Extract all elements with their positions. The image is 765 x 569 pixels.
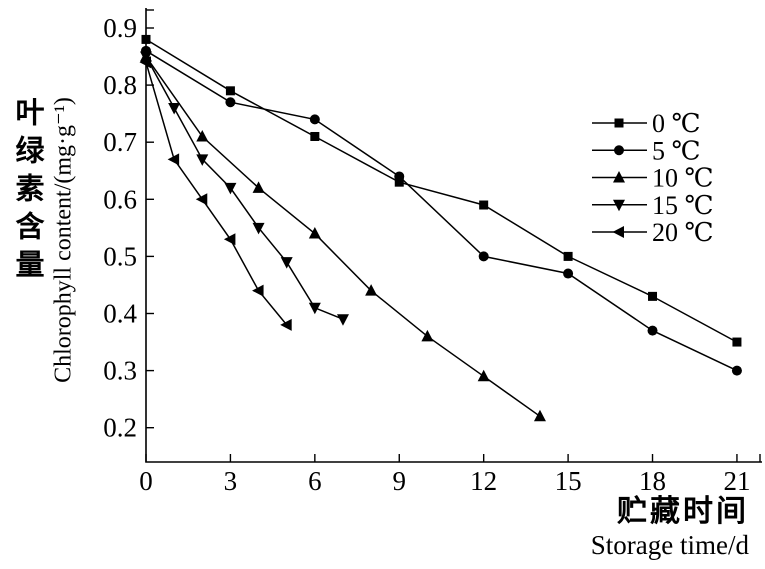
- legend-marker-15c: [613, 199, 625, 212]
- y-tick-label: 0.9: [103, 13, 137, 43]
- x-tick-label: 0: [139, 466, 153, 496]
- y-tick-label: 0.4: [103, 299, 137, 329]
- legend-marker-10c: [613, 171, 625, 183]
- data-point-10c: [308, 227, 321, 239]
- data-point-15c: [252, 222, 265, 235]
- data-point-0c: [648, 291, 658, 301]
- data-point-0c: [394, 177, 404, 187]
- series-line-10c: [145, 56, 541, 417]
- data-point-15c: [168, 102, 181, 115]
- data-point-20c: [223, 233, 236, 246]
- data-point-5c: [731, 365, 742, 376]
- data-point-15c: [336, 314, 349, 326]
- data-point-10c: [477, 369, 490, 382]
- x-axis-title-chinese: 贮藏时间: [617, 495, 749, 528]
- x-tick-label: 9: [393, 466, 407, 496]
- data-point-5c: [563, 268, 574, 279]
- series-line-0c: [145, 38, 738, 343]
- y-tick-label: 0.6: [103, 184, 137, 214]
- data-point-15c: [308, 302, 321, 315]
- legend-marker-0c: [614, 118, 624, 128]
- y-tick-label: 0.8: [103, 70, 137, 100]
- y-axis-title-english: Chlorophyll content/(mg·g⁻¹): [50, 97, 77, 383]
- data-point-20c: [139, 56, 151, 69]
- data-point-5c: [647, 325, 658, 336]
- data-point-20c: [280, 318, 292, 331]
- data-point-20c: [252, 284, 264, 297]
- legend-marker-20c: [612, 226, 624, 238]
- data-point-20c: [167, 153, 180, 166]
- series-line-5c: [145, 50, 738, 372]
- data-point-10c: [365, 284, 378, 296]
- data-point-15c: [196, 154, 209, 166]
- legend-label-0c: 0 ℃: [652, 109, 701, 138]
- data-point-15c: [280, 257, 293, 269]
- x-tick-label: 15: [555, 466, 582, 496]
- x-axis-title-english: Storage time/d: [590, 530, 749, 560]
- x-axis-title: 贮藏时间 Storage time/d: [591, 494, 749, 561]
- y-tick-label: 0.7: [103, 127, 137, 157]
- data-point-0c: [479, 200, 489, 210]
- data-point-10c: [533, 409, 546, 422]
- data-point-0c: [563, 251, 573, 261]
- data-point-0c: [141, 34, 151, 44]
- data-point-15c: [224, 182, 237, 195]
- x-tick-label: 18: [639, 466, 666, 496]
- data-point-5c: [394, 171, 405, 182]
- data-point-0c: [732, 337, 742, 347]
- x-tick-label: 6: [308, 466, 322, 496]
- data-point-5c: [309, 114, 320, 125]
- y-tick-label: 0.2: [103, 413, 137, 443]
- legend-label-20c: 20 ℃: [652, 218, 714, 247]
- series-line-15c: [145, 56, 344, 320]
- data-point-0c: [225, 86, 235, 96]
- data-point-20c: [195, 193, 208, 206]
- x-tick-label: 3: [224, 466, 238, 496]
- data-point-10c: [196, 129, 209, 142]
- legend-label-15c: 15 ℃: [652, 191, 714, 220]
- y-axis-title-chinese: 叶绿素含量: [11, 97, 43, 287]
- x-tick-label: 21: [723, 466, 750, 496]
- data-point-0c: [310, 131, 320, 141]
- data-point-5c: [225, 97, 236, 108]
- data-point-10c: [421, 329, 434, 342]
- x-tick-label: 12: [470, 466, 497, 496]
- y-tick-label: 0.3: [103, 356, 137, 386]
- data-point-5c: [478, 251, 489, 262]
- legend-marker-5c: [614, 145, 624, 156]
- legend-label-5c: 5 ℃: [652, 136, 701, 165]
- data-point-15c: [140, 51, 152, 64]
- data-point-10c: [252, 181, 265, 193]
- legend-label-10c: 10 ℃: [652, 164, 714, 193]
- y-tick-label: 0.5: [103, 241, 137, 271]
